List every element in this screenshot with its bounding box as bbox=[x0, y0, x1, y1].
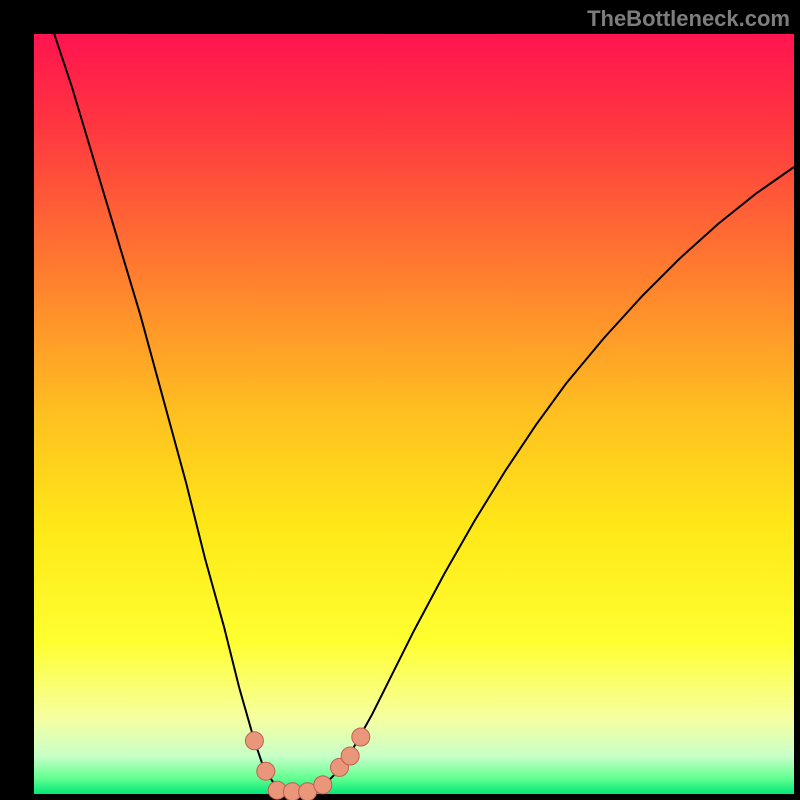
curve-marker bbox=[341, 747, 359, 765]
marker-group bbox=[245, 728, 369, 800]
chart-container: TheBottleneck.com bbox=[0, 0, 800, 800]
chart-svg bbox=[0, 0, 800, 800]
bottleneck-curve bbox=[49, 19, 794, 793]
curve-marker bbox=[257, 762, 275, 780]
curve-marker bbox=[352, 728, 370, 746]
curve-marker bbox=[245, 732, 263, 750]
curve-marker bbox=[314, 776, 332, 794]
